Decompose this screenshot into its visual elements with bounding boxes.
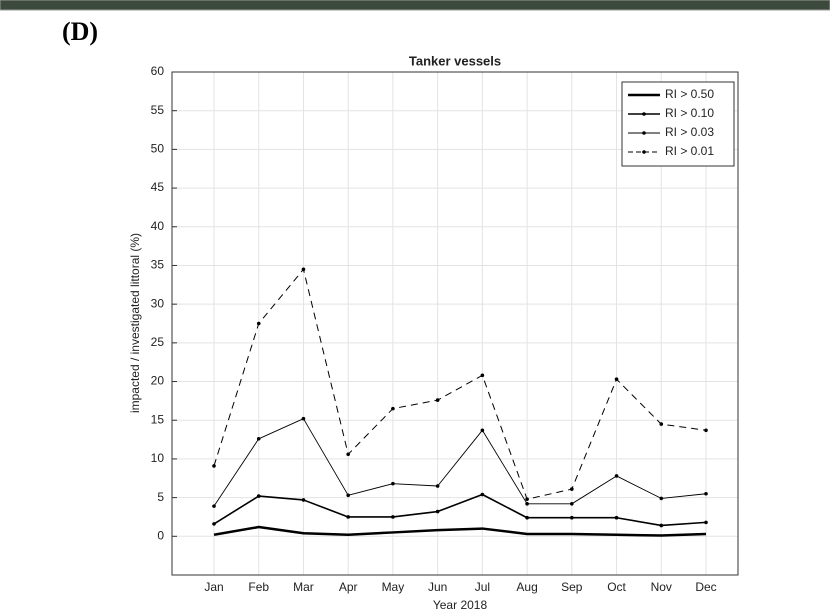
point bbox=[481, 374, 485, 378]
legend-label: RI > 0.10 bbox=[665, 106, 714, 120]
y-tick-label: 40 bbox=[151, 219, 165, 233]
x-tick-label: Mar bbox=[293, 580, 314, 594]
point bbox=[391, 482, 395, 486]
point bbox=[257, 494, 261, 498]
legend-label: RI > 0.01 bbox=[665, 144, 714, 158]
point bbox=[525, 497, 529, 501]
legend-label: RI > 0.03 bbox=[665, 125, 714, 139]
point bbox=[302, 268, 306, 272]
x-axis-label: Year 2018 bbox=[433, 598, 488, 612]
point bbox=[346, 452, 350, 456]
x-tick-label: Nov bbox=[651, 580, 672, 594]
point bbox=[346, 515, 350, 519]
x-tick-label: Feb bbox=[248, 580, 269, 594]
x-tick-label: Apr bbox=[339, 580, 358, 594]
image-strip bbox=[0, 0, 830, 10]
x-tick-label: Jun bbox=[428, 580, 447, 594]
point bbox=[257, 437, 261, 441]
point bbox=[615, 474, 619, 478]
x-tick-label: May bbox=[382, 580, 405, 594]
point bbox=[659, 497, 663, 501]
point bbox=[570, 487, 574, 491]
y-tick-label: 5 bbox=[157, 490, 164, 504]
point bbox=[436, 510, 440, 514]
y-tick-label: 35 bbox=[151, 258, 165, 272]
point bbox=[212, 464, 216, 468]
y-tick-label: 15 bbox=[151, 412, 165, 426]
y-tick-label: 45 bbox=[151, 180, 165, 194]
y-tick-label: 50 bbox=[151, 142, 165, 156]
point bbox=[704, 521, 708, 525]
legend-marker bbox=[642, 150, 646, 154]
point bbox=[481, 493, 485, 497]
point bbox=[659, 524, 663, 528]
x-tick-label: Jul bbox=[475, 580, 490, 594]
chart-title: Tanker vessels bbox=[409, 53, 501, 68]
y-tick-label: 10 bbox=[151, 451, 165, 465]
series-line bbox=[214, 527, 706, 536]
y-tick-label: 0 bbox=[157, 528, 164, 542]
point bbox=[525, 516, 529, 520]
series-line bbox=[214, 419, 706, 506]
x-tick-label: Sep bbox=[561, 580, 583, 594]
legend-label: RI > 0.50 bbox=[665, 87, 714, 101]
point bbox=[615, 377, 619, 381]
y-tick-label: 25 bbox=[151, 335, 165, 349]
point bbox=[346, 493, 350, 497]
legend-marker bbox=[642, 112, 646, 116]
chart: (D) Tanker vessels Year 2018 impacted / … bbox=[0, 0, 830, 616]
point bbox=[525, 502, 529, 506]
y-tick-label: 30 bbox=[151, 296, 165, 310]
point bbox=[436, 484, 440, 488]
point bbox=[659, 422, 663, 426]
panel-label: (D) bbox=[62, 17, 98, 46]
x-tick-label: Oct bbox=[607, 580, 626, 594]
y-tick-label: 60 bbox=[151, 64, 165, 78]
point bbox=[615, 516, 619, 520]
y-tick-label: 20 bbox=[151, 374, 165, 388]
x-tick-label: Jan bbox=[204, 580, 223, 594]
point bbox=[302, 417, 306, 421]
x-tick-label: Aug bbox=[516, 580, 537, 594]
point bbox=[391, 407, 395, 411]
point bbox=[436, 398, 440, 402]
point bbox=[481, 428, 485, 432]
point bbox=[302, 498, 306, 502]
point bbox=[704, 492, 708, 496]
y-axis-label: impacted / investigated littoral (%) bbox=[128, 233, 142, 413]
point bbox=[704, 428, 708, 432]
legend-marker bbox=[642, 131, 646, 135]
point bbox=[212, 522, 216, 526]
point bbox=[391, 515, 395, 519]
point bbox=[570, 516, 574, 520]
y-tick-label: 55 bbox=[151, 103, 165, 117]
point bbox=[570, 502, 574, 506]
point bbox=[212, 504, 216, 508]
series-line bbox=[214, 495, 706, 526]
x-tick-label: Dec bbox=[695, 580, 716, 594]
point bbox=[257, 322, 261, 326]
